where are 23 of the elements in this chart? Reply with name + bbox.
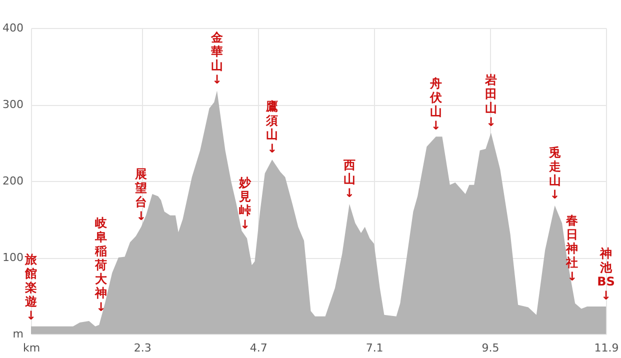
annotation: 金華山↓ — [210, 30, 224, 87]
annotation: 兎走山↓ — [548, 145, 561, 202]
annotation: 舟伏山↓ — [428, 76, 443, 133]
x-tick-label: 9.5 — [482, 342, 500, 354]
y-tick-label: m — [12, 328, 24, 340]
annotation: 展望台↓ — [134, 166, 148, 223]
annotation: 岩田山↓ — [484, 72, 497, 129]
y-tick-label: 400 — [2, 22, 24, 34]
x-tick-label: 7.1 — [366, 342, 384, 354]
annotation: 春日神社↓ — [565, 213, 578, 284]
x-tick-label: km — [22, 342, 40, 354]
annotation: 岐阜稲荷大神↓ — [94, 216, 108, 314]
y-tick-label: 300 — [2, 98, 24, 111]
annotation: 鷹須山↓ — [265, 100, 278, 156]
annotation: 西山↓ — [342, 158, 356, 200]
annotation: 神池BS↓ — [597, 246, 615, 302]
x-tick-label: 4.7 — [250, 342, 268, 354]
x-tick-label: 2.3 — [134, 342, 152, 354]
annotation: 旅館楽遊↓ — [24, 252, 38, 322]
y-tick-label: 100 — [2, 251, 24, 264]
y-tick-label: 200 — [2, 174, 24, 188]
annotation: 妙見峠↓ — [238, 175, 252, 232]
x-tick-label: 11.9 — [594, 342, 619, 354]
